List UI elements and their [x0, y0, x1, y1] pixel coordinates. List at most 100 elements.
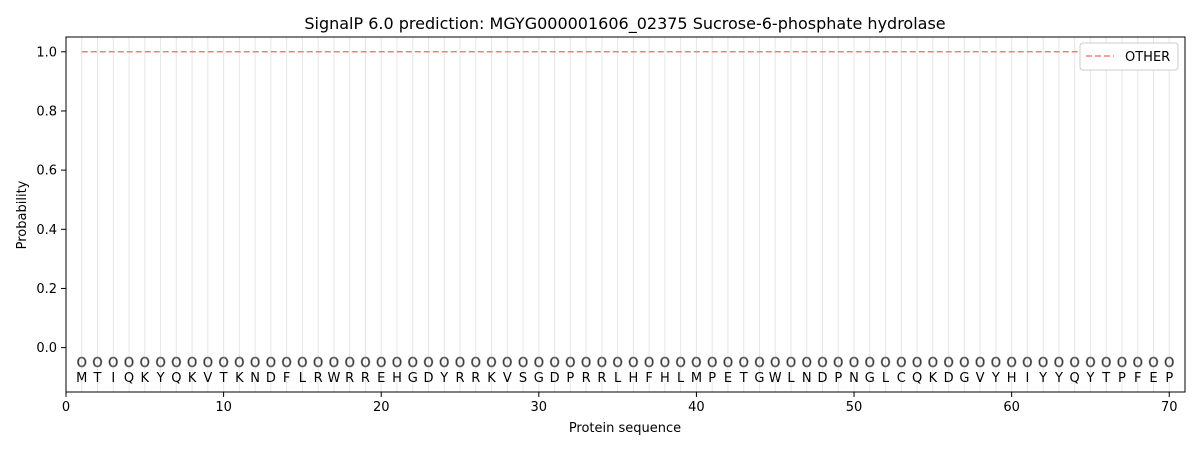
y-axis-label: Probability: [15, 180, 30, 249]
label-marker-61: O: [1022, 356, 1032, 371]
label-marker-46: O: [786, 356, 796, 371]
residue-60: H: [1007, 371, 1017, 386]
residue-66: T: [1101, 371, 1110, 386]
residue-38: H: [660, 371, 670, 386]
label-marker-38: O: [660, 356, 670, 371]
label-marker-55: O: [928, 356, 938, 371]
residue-54: Q: [912, 371, 922, 386]
residue-27: K: [487, 371, 496, 386]
residue-17: W: [327, 371, 340, 386]
y-tick-label-0.4: 0.4: [36, 223, 57, 238]
label-marker-54: O: [912, 356, 922, 371]
label-marker-60: O: [1007, 356, 1017, 371]
x-axis-label: Protein sequence: [569, 421, 681, 436]
residue-56: D: [944, 371, 954, 386]
label-marker-23: O: [423, 356, 433, 371]
label-marker-68: O: [1133, 356, 1143, 371]
y-tick-label-0.2: 0.2: [36, 282, 57, 297]
residue-14: F: [283, 371, 290, 386]
label-marker-40: O: [691, 356, 701, 371]
residue-57: G: [959, 371, 969, 386]
residue-69: E: [1149, 371, 1157, 386]
residue-2: T: [93, 371, 102, 386]
residue-70: P: [1165, 371, 1173, 386]
residue-41: P: [708, 371, 716, 386]
label-marker-52: O: [880, 356, 890, 371]
residue-48: D: [817, 371, 827, 386]
residue-28: V: [503, 371, 512, 386]
y-tick-label-0.8: 0.8: [36, 104, 57, 119]
residue-68: F: [1134, 371, 1141, 386]
residue-20: E: [377, 371, 385, 386]
label-marker-25: O: [455, 356, 465, 371]
residue-32: P: [566, 371, 574, 386]
label-marker-28: O: [502, 356, 512, 371]
x-tick-label-50: 50: [846, 400, 863, 415]
label-marker-14: O: [282, 356, 292, 371]
label-marker-3: O: [108, 356, 118, 371]
residue-59: Y: [991, 371, 1000, 386]
residue-18: R: [345, 371, 354, 386]
label-marker-4: O: [124, 356, 134, 371]
label-marker-27: O: [486, 356, 496, 371]
label-marker-69: O: [1148, 356, 1158, 371]
label-marker-11: O: [234, 356, 244, 371]
label-marker-17: O: [329, 356, 339, 371]
label-marker-44: O: [754, 356, 764, 371]
label-marker-41: O: [707, 356, 717, 371]
label-marker-36: O: [628, 356, 638, 371]
residue-64: Q: [1070, 371, 1080, 386]
residue-45: W: [769, 371, 782, 386]
residue-11: K: [235, 371, 244, 386]
residue-12: N: [250, 371, 260, 386]
label-marker-19: O: [360, 356, 370, 371]
label-marker-58: O: [975, 356, 985, 371]
label-marker-2: O: [92, 356, 102, 371]
residue-16: R: [314, 371, 323, 386]
x-tick-label-70: 70: [1161, 400, 1178, 415]
legend: OTHER: [1079, 42, 1179, 71]
residue-46: L: [787, 371, 795, 386]
label-marker-53: O: [896, 356, 906, 371]
label-marker-1: O: [77, 356, 87, 371]
label-marker-16: O: [313, 356, 323, 371]
residue-61: I: [1025, 371, 1029, 386]
label-marker-45: O: [770, 356, 780, 371]
residue-33: R: [582, 371, 591, 386]
label-marker-5: O: [140, 356, 150, 371]
residue-9: V: [203, 371, 212, 386]
label-marker-49: O: [833, 356, 843, 371]
grid-layer: [81, 37, 1170, 392]
residue-34: R: [597, 371, 606, 386]
residue-15: L: [299, 371, 307, 386]
residue-43: T: [739, 371, 748, 386]
label-marker-70: O: [1164, 356, 1174, 371]
residue-30: G: [534, 371, 544, 386]
residue-50: N: [849, 371, 859, 386]
residue-25: R: [455, 371, 464, 386]
residue-10: T: [219, 371, 228, 386]
label-marker-31: O: [549, 356, 559, 371]
x-tick-label-20: 20: [373, 400, 390, 415]
residue-29: S: [519, 371, 527, 386]
label-marker-42: O: [723, 356, 733, 371]
label-marker-7: O: [171, 356, 181, 371]
plot-frame: [65, 36, 1186, 393]
residue-40: M: [691, 371, 702, 386]
label-marker-10: O: [218, 356, 228, 371]
residue-31: D: [550, 371, 560, 386]
residue-4: Q: [124, 371, 134, 386]
label-marker-20: O: [376, 356, 386, 371]
label-marker-21: O: [392, 356, 402, 371]
label-marker-47: O: [802, 356, 812, 371]
label-marker-29: O: [518, 356, 528, 371]
label-marker-13: O: [266, 356, 276, 371]
residue-7: Q: [171, 371, 181, 386]
label-marker-62: O: [1038, 356, 1048, 371]
label-marker-22: O: [408, 356, 418, 371]
residue-63: Y: [1054, 371, 1063, 386]
label-marker-57: O: [959, 356, 969, 371]
label-marker-63: O: [1054, 356, 1064, 371]
label-marker-15: O: [297, 356, 307, 371]
